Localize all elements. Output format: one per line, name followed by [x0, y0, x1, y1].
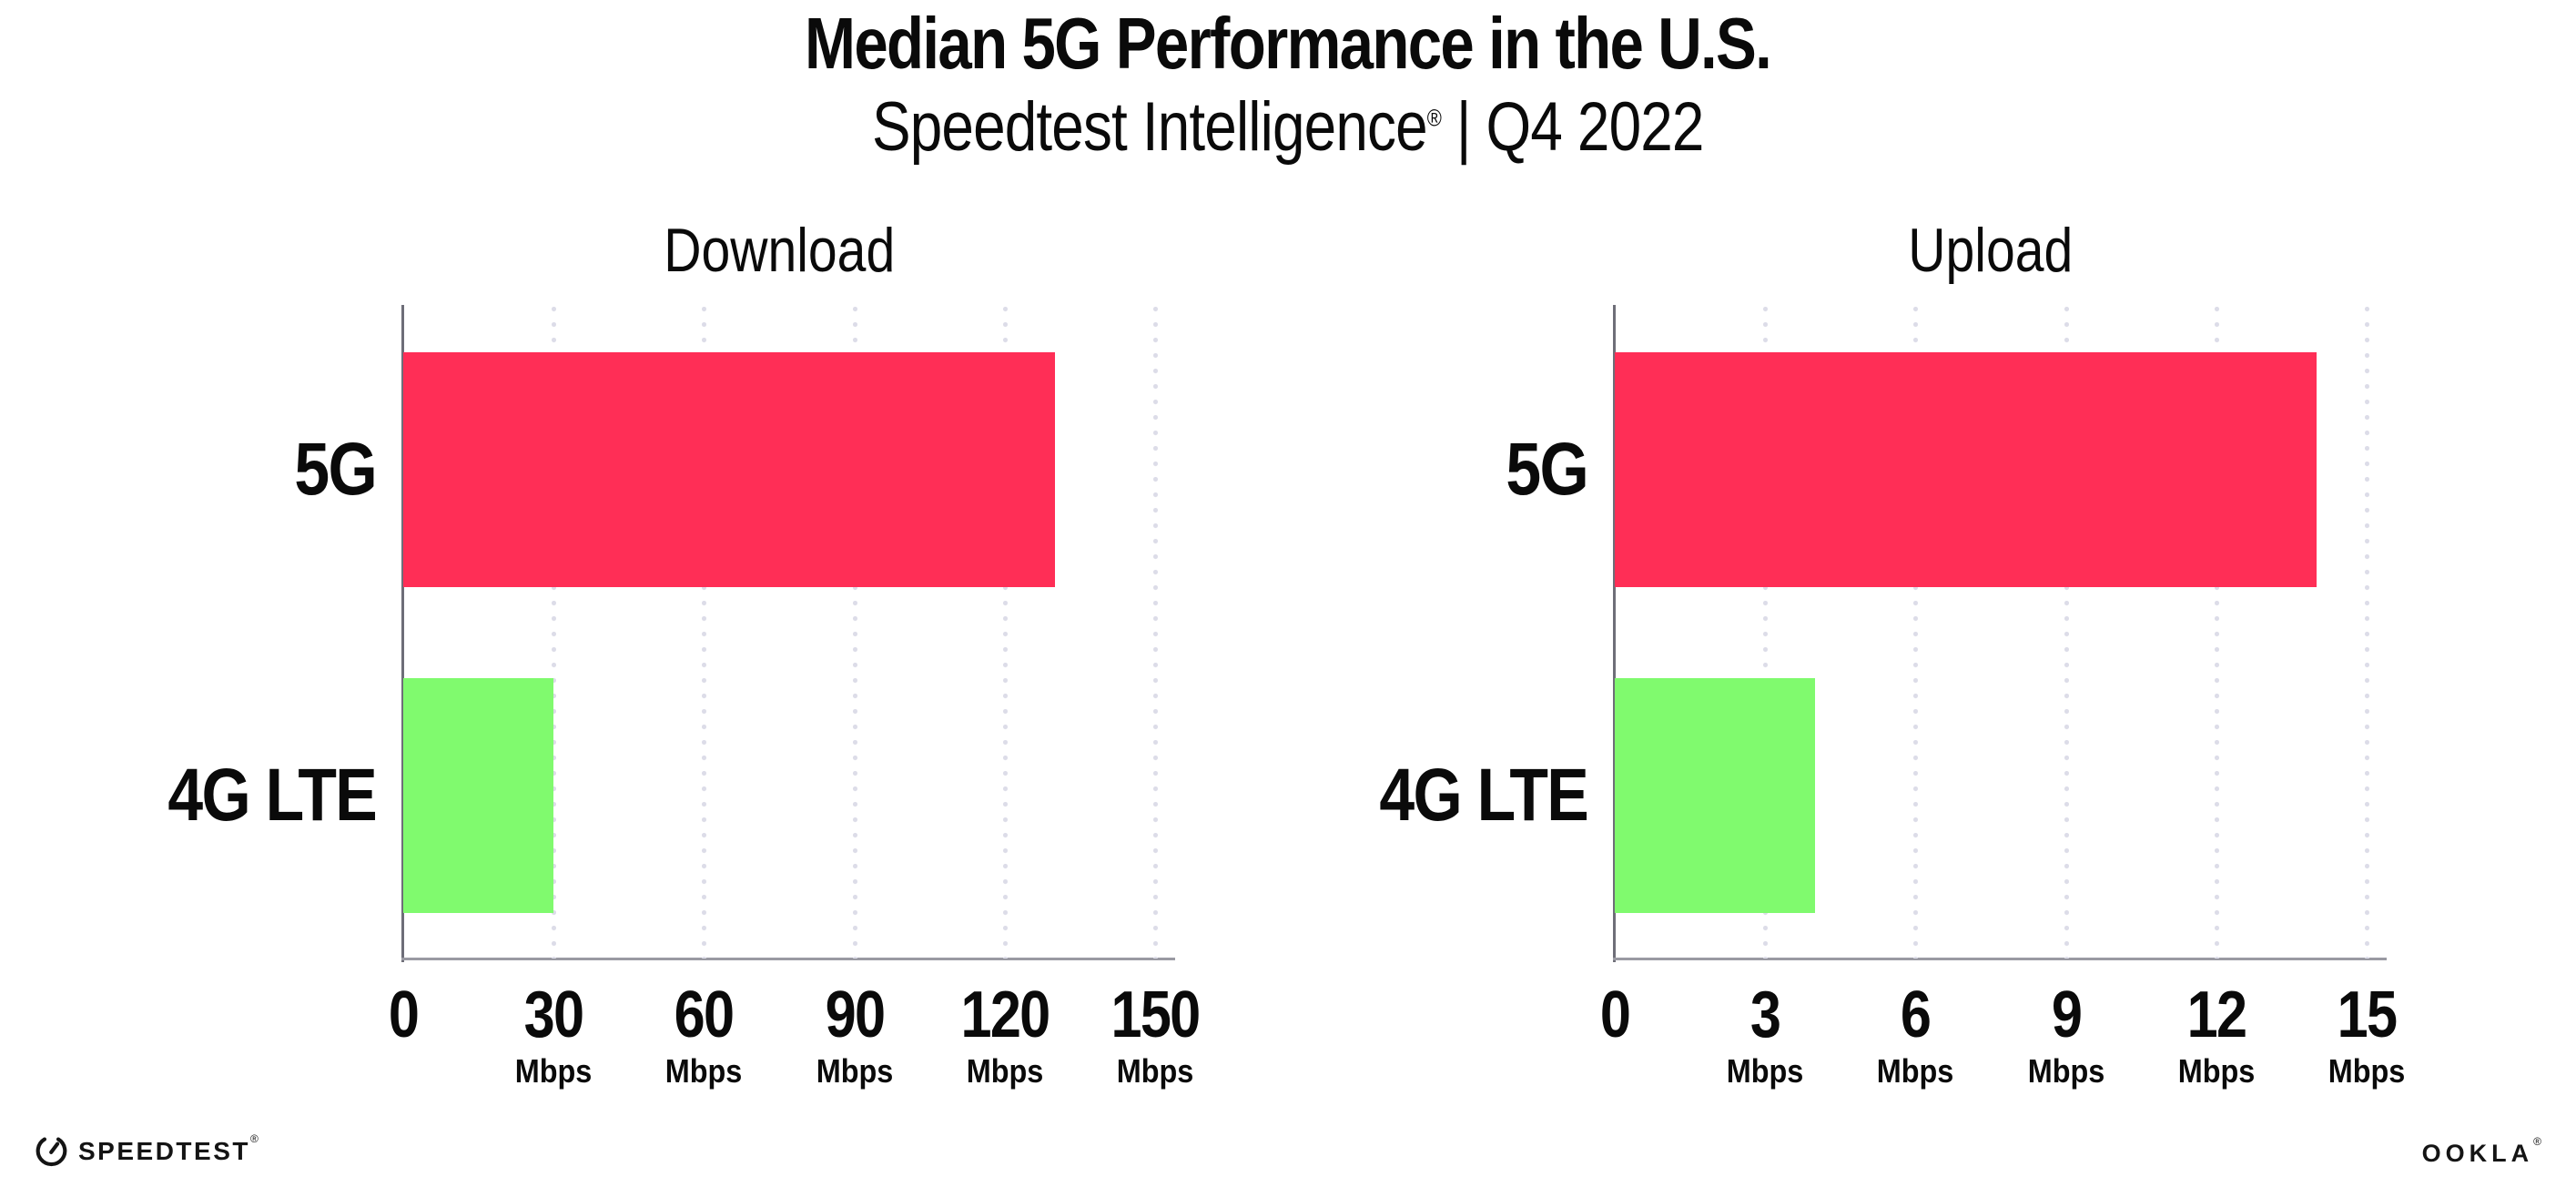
ookla-wordmark: OOKLA [2421, 1140, 2534, 1167]
gridline [552, 307, 557, 959]
category-label: 4G LTE [167, 754, 377, 837]
gridline [1763, 307, 1769, 959]
x-tick-unit-label: Mbps [1877, 1052, 1954, 1090]
subtitle-period: | Q4 2022 [1441, 88, 1705, 166]
page-subtitle: Speedtest Intelligence® | Q4 2022 [0, 91, 2576, 164]
x-tick-label: 9 [2051, 979, 2082, 1051]
x-tick-label: 15 [2337, 979, 2398, 1051]
gridline [1913, 307, 1919, 959]
x-tick-unit-label: Mbps [1726, 1052, 1804, 1090]
upload-chart-title: Upload [1908, 216, 2074, 285]
bar-5g [403, 352, 1055, 587]
speedtest-logo: SPEEDTEST® [35, 1131, 261, 1168]
upload-chart: Upload 0 3 Mbps 6 Mbps 9 Mbps 12 Mbps 15 Mbps 5G 4G … [1379, 219, 2405, 1088]
registered-mark-icon: ® [2533, 1135, 2546, 1148]
download-y-axis-line [401, 305, 404, 962]
bar-4g-lte [1615, 678, 1816, 913]
x-tick-label: 30 [523, 979, 584, 1051]
subtitle-brand: Speedtest Intelligence [872, 88, 1428, 166]
category-label: 4G LTE [1379, 754, 1588, 837]
x-tick-label: 120 [960, 979, 1050, 1051]
x-tick-unit-label: Mbps [2027, 1052, 2104, 1090]
gridline [2365, 307, 2369, 959]
gauge-icon [35, 1137, 67, 1167]
bar-5g [1615, 352, 2317, 587]
upload-y-axis-line [1613, 305, 1616, 962]
x-tick-label: 60 [674, 979, 735, 1051]
gridline [852, 307, 857, 959]
x-tick-label: 0 [1599, 979, 1631, 1051]
x-tick-label: 90 [825, 979, 885, 1051]
registered-mark-icon: ® [1426, 104, 1442, 132]
x-tick-label: 6 [1901, 979, 1932, 1051]
gridline [1153, 307, 1158, 959]
upload-x-axis-line [1613, 958, 2387, 960]
page-title: Median 5G Performance in the U.S. [0, 5, 2576, 82]
category-label: 5G [294, 428, 377, 511]
gridline [702, 307, 707, 959]
x-tick-unit-label: Mbps [514, 1052, 593, 1090]
gridline [2214, 307, 2219, 959]
bar-4g-lte [403, 678, 554, 913]
x-tick-unit-label: Mbps [1116, 1052, 1194, 1090]
x-tick-label: 3 [1750, 979, 1781, 1051]
x-tick-unit-label: Mbps [2177, 1052, 2256, 1090]
x-tick-label: 150 [1111, 979, 1201, 1051]
x-tick-label: 0 [388, 979, 420, 1051]
x-tick-label: 12 [2186, 979, 2246, 1051]
gridline [1002, 307, 1008, 959]
registered-mark-icon: ® [249, 1131, 261, 1145]
download-chart: Download 0 30 Mbps 60 Mbps 90 Mbps 120 Mbps 150 Mb… [167, 219, 1201, 1088]
x-tick-unit-label: Mbps [2328, 1052, 2406, 1090]
download-chart-title: Download [663, 216, 896, 285]
x-tick-unit-label: Mbps [816, 1052, 893, 1090]
x-tick-unit-label: Mbps [966, 1052, 1044, 1090]
gridline [2064, 307, 2069, 959]
ookla-logo: OOKLA® [2421, 1136, 2546, 1167]
x-tick-unit-label: Mbps [665, 1052, 743, 1090]
category-label: 5G [1506, 428, 1588, 511]
page-title-text: Median 5G Performance in the U.S. [805, 3, 1772, 84]
speedtest-wordmark: SPEEDTEST® [78, 1131, 261, 1165]
download-x-axis-line [401, 958, 1175, 960]
